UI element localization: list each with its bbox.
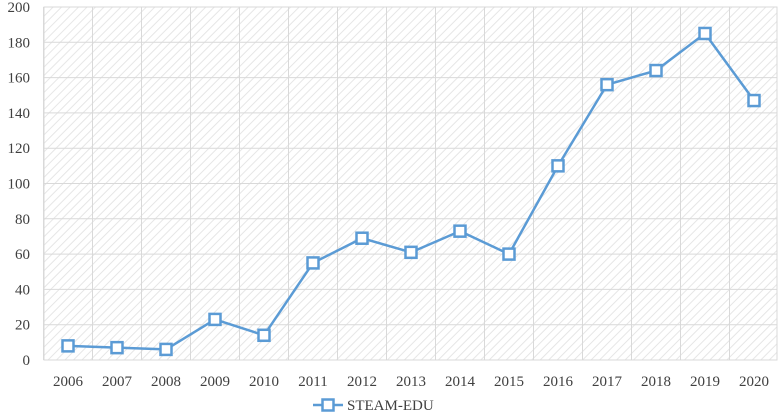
- x-tick-label: 2016: [543, 374, 574, 390]
- series-steam-edu: [61, 26, 761, 357]
- x-tick-label: 2015: [494, 374, 524, 390]
- y-tick-label: 200: [8, 0, 31, 16]
- data-point-marker: [257, 328, 271, 343]
- y-tick-label: 180: [8, 35, 31, 51]
- plot-border: [43, 6, 778, 361]
- data-point-marker: [61, 339, 75, 353]
- data-point-marker: [355, 231, 369, 245]
- data-point-marker: [698, 26, 712, 41]
- y-tick-label: 0: [23, 353, 31, 369]
- x-tick-label: 2010: [249, 374, 279, 390]
- data-point-marker: [159, 342, 173, 357]
- data-point-marker: [306, 256, 320, 270]
- x-tick-label: 2020: [739, 374, 769, 390]
- x-tick-label: 2011: [298, 374, 327, 390]
- data-point-marker: [208, 312, 222, 327]
- x-tick-label: 2006: [53, 374, 84, 390]
- x-tick-label: 2007: [102, 374, 133, 390]
- data-point-marker: [747, 93, 761, 108]
- x-tick-label: 2018: [641, 374, 671, 390]
- data-point-marker: [110, 340, 124, 355]
- data-point-marker: [649, 63, 663, 78]
- y-tick-label: 20: [15, 318, 30, 334]
- x-tick-label: 2019: [690, 374, 720, 390]
- x-tick-label: 2012: [347, 374, 377, 390]
- y-tick-label: 60: [15, 247, 30, 263]
- gridlines: [43, 6, 778, 361]
- data-point-marker: [600, 77, 614, 92]
- legend: STEAM-EDU: [313, 398, 434, 414]
- y-tick-label: 140: [8, 106, 31, 122]
- legend-marker-swatch: [321, 398, 335, 412]
- y-axis-tick-labels: 0 20 40 60 80 100 120 140 160 180 200: [8, 0, 31, 369]
- x-tick-label: 2014: [445, 374, 476, 390]
- x-axis-tick-labels: 2006 2007 2008 2009 2010 2011 2012 2013 2014 2015…: [53, 374, 769, 390]
- y-tick-label: 160: [8, 71, 31, 87]
- y-tick-label: 120: [8, 141, 31, 157]
- data-point-marker: [404, 245, 418, 260]
- x-tick-label: 2009: [200, 374, 230, 390]
- x-tick-label: 2008: [151, 374, 181, 390]
- y-tick-label: 100: [8, 177, 31, 193]
- x-tick-label: 2017: [592, 374, 623, 390]
- x-tick-label: 2013: [396, 374, 426, 390]
- data-point-marker: [453, 224, 467, 238]
- y-tick-label: 80: [15, 212, 30, 228]
- data-point-marker: [502, 247, 516, 261]
- legend-label: STEAM-EDU: [347, 398, 434, 414]
- y-tick-label: 40: [15, 282, 30, 298]
- data-point-marker: [551, 159, 565, 173]
